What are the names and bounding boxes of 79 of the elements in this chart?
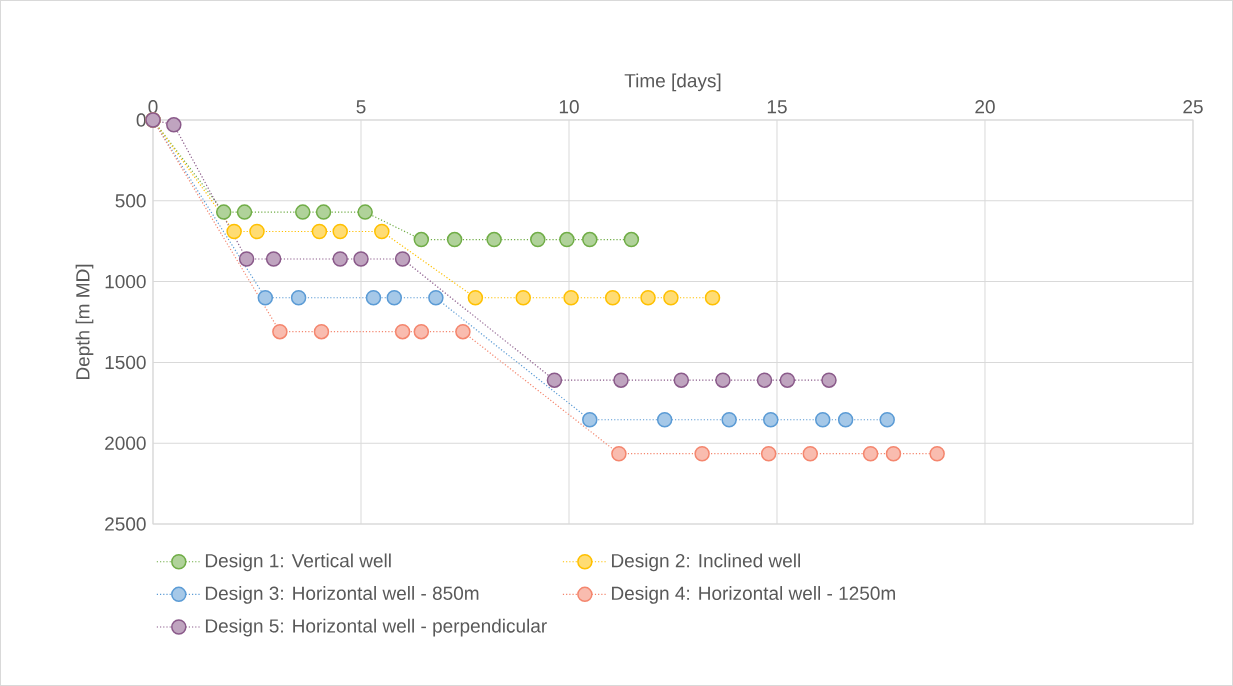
point — [215, 204, 232, 220]
point — [623, 231, 640, 248]
point — [446, 231, 463, 248]
point — [455, 323, 471, 340]
y-axis-title: Depth [m MD] — [75, 264, 94, 380]
point — [879, 412, 895, 428]
point — [640, 290, 656, 306]
point — [715, 372, 731, 388]
legend-label: Design 1: Vertical well — [205, 553, 391, 572]
point — [779, 372, 796, 388]
point — [272, 323, 288, 340]
point — [546, 372, 563, 388]
point — [582, 412, 598, 428]
point — [673, 372, 690, 388]
x-tick-label: 15 — [767, 100, 787, 114]
point — [656, 412, 673, 428]
point — [763, 412, 779, 428]
point — [295, 204, 311, 220]
point — [862, 445, 879, 462]
point — [311, 223, 328, 240]
point — [694, 445, 710, 462]
point — [515, 290, 531, 306]
point — [611, 445, 627, 462]
point — [386, 290, 403, 306]
y-tick-label: 0 — [136, 113, 146, 127]
y-tick-label: 2500 — [105, 517, 146, 531]
point — [236, 204, 253, 220]
y-tick-label: 1500 — [105, 355, 146, 370]
x-tick-label: 25 — [1183, 100, 1203, 114]
point — [530, 231, 546, 248]
point — [290, 290, 307, 306]
point — [486, 231, 502, 248]
point — [394, 323, 411, 340]
point — [413, 323, 430, 340]
point — [265, 251, 282, 267]
x-axis-title: Time [days] — [624, 73, 721, 92]
point — [413, 231, 430, 248]
point — [760, 445, 777, 462]
legend-label: Design 2: Inclined well — [612, 553, 800, 572]
point — [929, 445, 945, 462]
point — [249, 223, 265, 240]
point — [604, 290, 621, 306]
point — [721, 412, 737, 428]
point — [559, 231, 575, 248]
point — [815, 412, 831, 428]
point — [837, 412, 854, 428]
point — [613, 372, 629, 388]
point — [885, 445, 902, 462]
point — [238, 251, 255, 267]
x-tick-label: 20 — [975, 100, 995, 114]
y-tick-label: 500 — [115, 194, 146, 208]
point — [365, 290, 382, 306]
point — [563, 290, 579, 306]
point — [756, 372, 773, 388]
point — [582, 231, 598, 248]
point — [315, 204, 332, 220]
point — [357, 204, 373, 220]
point — [332, 223, 348, 240]
point — [704, 290, 721, 306]
point — [663, 290, 679, 306]
point — [394, 251, 411, 267]
legend-label: Design 5: Horizontal well - perpendicular — [205, 618, 547, 637]
legend-label: Design 4: Horizontal well - 1250m — [612, 586, 895, 604]
point — [257, 290, 274, 306]
point — [353, 251, 369, 267]
x-tick-label: 10 — [559, 100, 579, 114]
x-tick-label: 5 — [356, 100, 366, 114]
point — [428, 290, 444, 306]
point — [166, 117, 182, 133]
point — [467, 290, 484, 306]
point — [332, 251, 348, 267]
point — [374, 223, 390, 240]
y-tick-label: 1000 — [105, 274, 146, 289]
legend-label: Design 3: Horizontal well - 850m — [205, 586, 479, 604]
point — [802, 445, 819, 462]
point — [226, 223, 242, 240]
y-tick-label: 2000 — [105, 436, 146, 450]
point — [821, 372, 837, 388]
point — [313, 323, 330, 340]
